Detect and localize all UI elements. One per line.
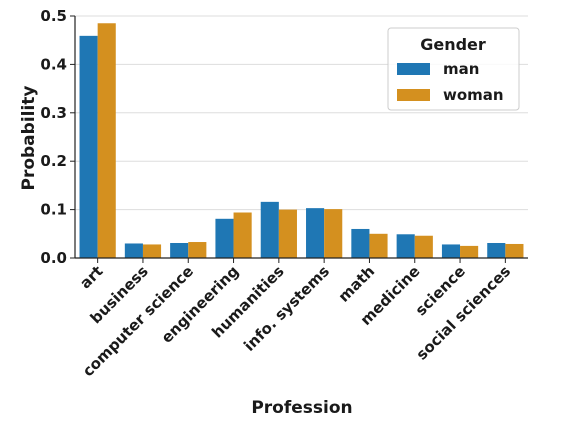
x-axis-title: Profession <box>251 398 352 418</box>
bar-man-1 <box>124 243 143 258</box>
legend: Gender man woman <box>387 27 520 111</box>
bar-woman-7 <box>414 235 433 258</box>
y-tick-label: 0.5 <box>40 7 67 25</box>
bar-man-7 <box>396 234 415 258</box>
legend-swatch-woman <box>397 89 430 101</box>
bar-man-3 <box>215 218 234 258</box>
legend-label-man: man <box>443 60 479 78</box>
bar-woman-4 <box>278 209 297 258</box>
bar-man-6 <box>351 228 370 258</box>
bar-woman-8 <box>460 245 479 258</box>
bar-man-5 <box>306 208 325 258</box>
bar-man-0 <box>79 35 98 259</box>
y-tick-label: 0.4 <box>40 55 67 73</box>
bar-woman-2 <box>188 242 207 258</box>
bar-woman-5 <box>324 209 343 258</box>
axes <box>70 15 528 263</box>
bar-man-9 <box>487 242 506 258</box>
bar-man-4 <box>260 201 279 258</box>
x-tick-label: art <box>76 262 106 292</box>
legend-swatch-man <box>397 63 430 75</box>
y-tick-label: 0.2 <box>40 152 67 170</box>
y-tick-label: 0.3 <box>40 104 67 122</box>
bar-woman-9 <box>505 243 524 258</box>
y-tick-label: 0.0 <box>40 249 67 267</box>
bar-man-2 <box>170 242 189 258</box>
bars <box>79 23 524 259</box>
y-tick-label: 0.1 <box>40 201 67 219</box>
y-axis-title: Probability <box>19 85 39 190</box>
bar-man-8 <box>441 244 461 258</box>
legend-label-woman: woman <box>443 86 504 104</box>
bar-woman-0 <box>97 23 116 259</box>
bar-woman-6 <box>369 233 388 258</box>
x-tick-label: info. systems <box>240 262 333 355</box>
bar-woman-1 <box>142 244 162 258</box>
x-tick-label: math <box>335 262 379 306</box>
legend-title: Gender <box>420 35 486 54</box>
bar-woman-3 <box>233 212 252 258</box>
